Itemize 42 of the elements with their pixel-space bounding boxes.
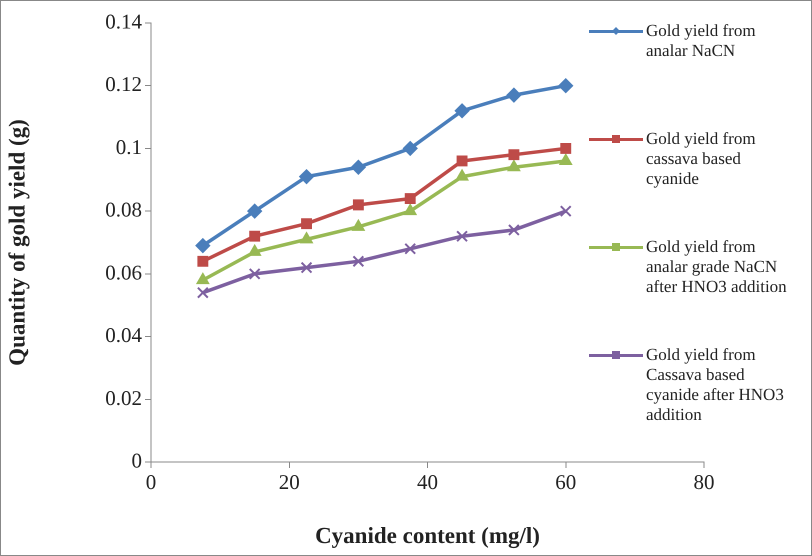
- point: [506, 88, 522, 103]
- y-tick-label: 0.06: [105, 260, 142, 284]
- y-tick-label: 0.1: [116, 134, 142, 159]
- legend-label: Gold yield from Cassava based cyanide after HNO3 addition: [646, 345, 785, 425]
- y-tick-label: 0.08: [105, 198, 142, 222]
- point: [352, 199, 364, 210]
- point: [404, 193, 416, 204]
- legend-label: Gold yield from cassava based cyanide: [646, 129, 757, 189]
- point: [301, 218, 312, 230]
- x-tick-label: 40: [417, 470, 438, 494]
- point: [402, 140, 418, 156]
- point: [508, 224, 520, 236]
- point: [456, 156, 468, 166]
- point: [508, 149, 520, 160]
- point: [560, 142, 572, 154]
- point: [195, 238, 210, 254]
- y-tick-label: 0: [132, 448, 142, 473]
- point: [300, 262, 312, 274]
- point: [350, 160, 366, 175]
- legend-label: Gold yield from analar NaCN: [646, 21, 757, 61]
- point: [299, 169, 314, 184]
- point: [454, 103, 470, 118]
- x-axis-title: Cyanide content (mg/l): [315, 523, 540, 550]
- point: [196, 286, 209, 299]
- point: [248, 268, 261, 280]
- point: [352, 255, 364, 268]
- x-tick-label: 20: [278, 470, 300, 494]
- y-axis-title: Quantity of gold yield (g): [4, 119, 31, 366]
- point: [197, 256, 208, 267]
- legend-label: Gold yield from analar grade NaCN after HNO3 addition: [646, 237, 788, 297]
- point: [560, 205, 572, 218]
- point: [249, 230, 260, 242]
- point: [247, 204, 262, 219]
- y-tick-label: 0.14: [105, 10, 142, 34]
- point: [404, 242, 416, 255]
- x-tick-label: 60: [555, 470, 576, 494]
- y-tick-label: 0.12: [105, 72, 142, 96]
- point: [456, 230, 468, 242]
- y-tick-label: 0.02: [105, 386, 142, 410]
- x-tick-label: 80: [694, 470, 714, 494]
- y-tick-label: 0.04: [105, 323, 142, 348]
- point: [558, 78, 574, 94]
